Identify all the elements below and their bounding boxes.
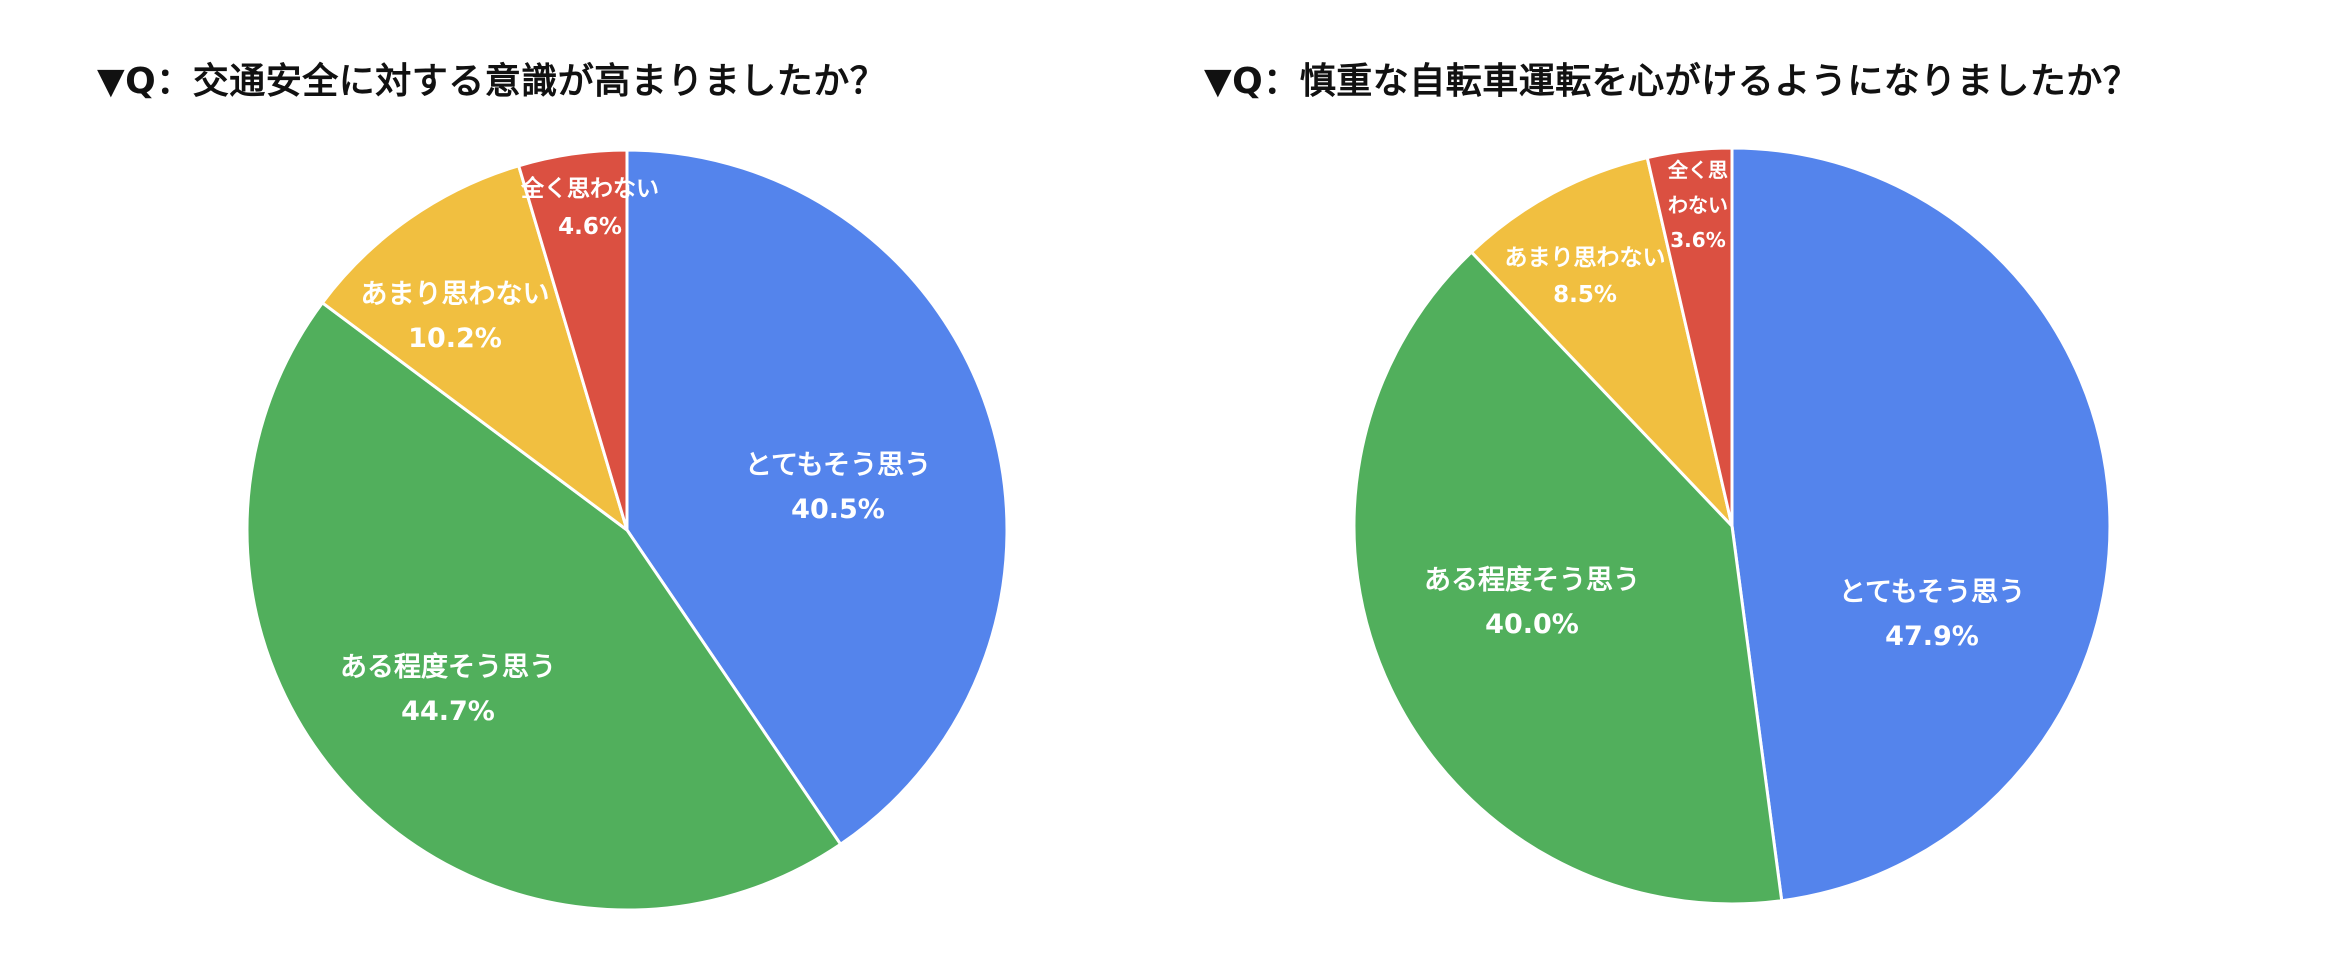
slice-label-group-totemo-sou-omou: とてもそう思う 40.5% <box>745 450 931 525</box>
pie-slice-mattaku-omowanai <box>1645 146 1734 528</box>
slice-value-label: 47.9% <box>1885 621 1979 652</box>
pie-labels: とてもそう思う 47.9% ある程度そう思う 40.0% あまり思わない 8.5% 全く思わ… <box>1424 158 2025 652</box>
slice-value-label: 44.7% <box>401 696 495 727</box>
slice-label-group-totemo-sou-omou: とてもそう思う 47.9% <box>1839 577 2025 652</box>
pie-labels: とてもそう思う 40.5% ある程度そう思う 44.7% あまり思わない 10.2% 全く思… <box>340 175 931 727</box>
slice-label-group-mattaku-omowanai: 全く思わない 4.6% <box>520 175 659 240</box>
pie-slice-amari-omowanai <box>1470 156 1734 528</box>
slice-category-label: 全く思 <box>1667 158 1728 182</box>
pie-slice-totemo-sou-omou <box>1730 146 2112 903</box>
slice-label-group-aru-teido-sou-omou: ある程度そう思う 44.7% <box>340 651 556 727</box>
slice-value-label: 40.5% <box>791 494 885 525</box>
slice-category-label: とてもそう思う <box>1839 577 2025 608</box>
pie-slice-aru-teido-sou-omou <box>1352 250 1784 906</box>
slice-category-label: あまり思わない <box>361 279 550 310</box>
pie-slice-mattaku-omowanai <box>517 148 629 532</box>
slice-label-group-amari-omowanai: あまり思わない 8.5% <box>1505 245 1666 308</box>
slice-category-label: 全く思わない <box>520 175 659 202</box>
pie-chart-careful-riding: とてもそう思う 47.9% ある程度そう思う 40.0% あまり思わない 8.5% 全く思わ… <box>1352 146 2112 906</box>
slice-value-label: 40.0% <box>1485 609 1579 640</box>
pie-slices <box>1352 146 2112 906</box>
slice-category-label: ある程度そう思う <box>1424 564 1640 596</box>
pie-chart-panel-careful-riding: ▼Q：慎重な自転車運転を心がけるようになりましたか？ とてもそう思う 47.9% あ… <box>1176 0 2352 966</box>
pie-slice-aru-teido-sou-omou <box>245 301 843 912</box>
slice-category-label: とてもそう思う <box>745 450 931 481</box>
slice-label-group-mattaku-omowanai: 全く思わない 3.6% <box>1667 158 1728 252</box>
slice-label-group-aru-teido-sou-omou: ある程度そう思う 40.0% <box>1424 564 1640 640</box>
chart-title: ▼Q：交通安全に対する意識が高まりましたか？ <box>97 61 887 102</box>
slice-value-label: 3.6% <box>1670 228 1725 252</box>
pie-slice-totemo-sou-omou <box>625 148 1009 846</box>
pie-slice-amari-omowanai <box>320 164 629 532</box>
slice-category-label: あまり思わない <box>1505 245 1666 271</box>
slice-value-label: 4.6% <box>558 214 622 240</box>
slice-value-label: 8.5% <box>1553 282 1617 308</box>
slice-label-group-amari-omowanai: あまり思わない 10.2% <box>361 279 550 354</box>
pie-chart-awareness: とてもそう思う 40.5% ある程度そう思う 44.7% あまり思わない 10.2% 全く思… <box>245 148 1009 912</box>
pie-slices <box>245 148 1009 912</box>
slice-category-label: ある程度そう思う <box>340 651 556 683</box>
pie-chart-panel-awareness: ▼Q：交通安全に対する意識が高まりましたか？ とてもそう思う 40.5% ある程度そ… <box>97 61 1009 912</box>
chart-title: ▼Q：慎重な自転車運転を心がけるようになりましたか？ <box>1204 61 2140 102</box>
slice-category-label: わない <box>1668 193 1728 217</box>
slice-value-label: 10.2% <box>408 323 502 354</box>
